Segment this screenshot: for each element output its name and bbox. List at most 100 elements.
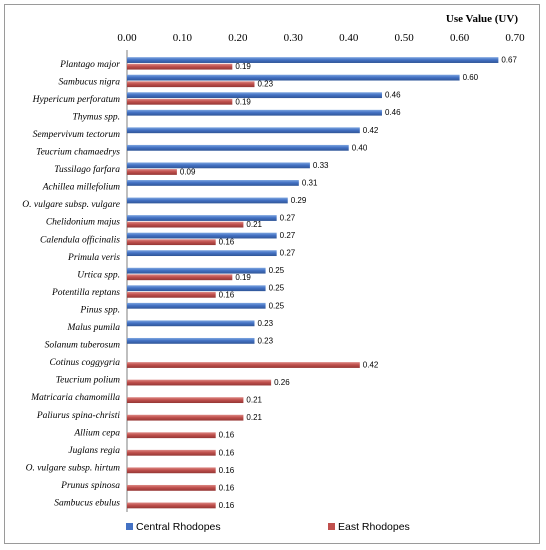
bar-east-rhodopes-chelidonium-majus (127, 221, 244, 228)
bar-east-rhodopes-sambucus-nigra (127, 81, 255, 88)
x-tick-label: 0.20 (228, 32, 248, 44)
category-label-achillea-millefolium: Achillea millefolium (42, 182, 120, 193)
bar-central-rhodopes-teucrium-chamaedrys (127, 144, 349, 151)
category-label-teucrium-chamaedrys: Teucrium chamaedrys (36, 148, 120, 158)
category-label-o-vulgare-subsp-hirtum: O. vulgare subsp. hirtum (26, 463, 121, 473)
category-label-prunus-spinosa: Prunus spinosa (60, 481, 120, 491)
bar-central-rhodopes-malus-pumila (127, 320, 255, 327)
data-label-central-rhodopes-chelidonium-majus: 0.27 (280, 214, 296, 223)
category-label-hypericum-perforatum: Hypericum perforatum (32, 94, 120, 105)
bar-east-rhodopes-prunus-spinosa (127, 484, 216, 491)
bar-central-rhodopes-potentilla-reptans (127, 285, 266, 292)
bar-east-rhodopes-sambucus-ebulus (127, 502, 216, 509)
bar-east-rhodopes-cotinus-coggygria (127, 362, 360, 368)
legend: Central Rhodopes East Rhodopes (126, 521, 410, 533)
data-label-east-rhodopes-cotinus-coggygria: 0.42 (363, 361, 379, 370)
data-label-central-rhodopes-sambucus-nigra: 0.60 (463, 73, 479, 82)
bar-central-rhodopes-o-vulgare-subsp-vulgare (127, 197, 288, 204)
bar-central-rhodopes-achillea-millefolium (127, 180, 299, 186)
category-label-allium-cepa: Allium cepa (73, 428, 120, 438)
bar-east-rhodopes-calendula-officinalis (127, 239, 216, 246)
data-label-central-rhodopes-plantago-major: 0.67 (501, 56, 517, 65)
data-label-east-rhodopes-tussilago-farfara: 0.09 (180, 167, 196, 176)
bar-east-rhodopes-matricaria-chamomilla (127, 397, 244, 404)
data-label-central-rhodopes-solanum-tuberosum: 0.23 (257, 336, 273, 345)
data-label-east-rhodopes-potentilla-reptans: 0.16 (219, 290, 235, 299)
category-labels: Plantago major Sambucus nigra Hypericum pe… (22, 60, 120, 509)
category-label-o-vulgare-subsp-vulgare: O. vulgare subsp. vulgare (22, 200, 120, 210)
category-label-paliurus-spina-christi: Paliurus spina-christi (36, 411, 120, 421)
data-label-central-rhodopes-achillea-millefolium: 0.31 (302, 178, 318, 187)
data-label-east-rhodopes-calendula-officinalis: 0.16 (219, 238, 235, 247)
bar-central-rhodopes-hypericum-perforatum (127, 92, 382, 99)
x-tick-label: 0.10 (173, 32, 193, 44)
category-label-solanum-tuberosum: Solanum tuberosum (45, 341, 121, 351)
data-label-central-rhodopes-sempervivum-tectorum: 0.42 (363, 126, 379, 135)
bar-east-rhodopes-hypericum-perforatum (127, 98, 233, 105)
data-label-central-rhodopes-primula-veris: 0.27 (280, 249, 296, 258)
data-label-east-rhodopes-sambucus-ebulus: 0.16 (219, 501, 235, 510)
bar-east-rhodopes-paliurus-spina-christi (127, 414, 244, 421)
legend-swatch-central-rhodopes (126, 523, 133, 530)
category-label-thymus-spp: Thymus spp. (72, 112, 120, 122)
bar-central-rhodopes-chelidonium-majus (127, 215, 277, 221)
bar-central-rhodopes-pinus-spp (127, 302, 266, 309)
data-label-east-rhodopes-o-vulgare-subsp-hirtum: 0.16 (219, 466, 235, 475)
data-label-east-rhodopes-sambucus-nigra: 0.23 (257, 80, 273, 89)
data-label-east-rhodopes-chelidonium-majus: 0.21 (246, 220, 262, 229)
category-label-pinus-spp: Pinus spp. (79, 305, 120, 315)
bar-central-rhodopes-calendula-officinalis (127, 232, 277, 239)
legend-swatch-east-rhodopes (328, 523, 335, 530)
bar-east-rhodopes-o-vulgare-subsp-hirtum (127, 467, 216, 474)
data-label-east-rhodopes-teucrium-polium: 0.26 (274, 378, 290, 387)
data-label-central-rhodopes-urtica-spp: 0.25 (269, 266, 285, 275)
category-label-sambucus-nigra: Sambucus nigra (59, 77, 121, 87)
x-tick-label: 0.50 (395, 32, 415, 44)
category-label-sambucus-ebulus: Sambucus ebulus (54, 499, 120, 509)
data-label-central-rhodopes-malus-pumila: 0.23 (257, 319, 273, 328)
data-label-east-rhodopes-hypericum-perforatum: 0.19 (235, 97, 251, 106)
category-label-plantago-major: Plantago major (59, 60, 120, 70)
category-label-sempervivum-tectorum: Sempervivum tectorum (33, 130, 120, 140)
bar-east-rhodopes-tussilago-farfara (127, 169, 177, 175)
bar-central-rhodopes-solanum-tuberosum (127, 337, 255, 344)
legend-label-east-rhodopes: East Rhodopes (338, 521, 410, 533)
x-axis-ticks: 0.00 0.10 0.20 0.30 0.40 0.50 0.60 0.70 (117, 32, 525, 44)
data-label-central-rhodopes-potentilla-reptans: 0.25 (269, 284, 285, 293)
bar-east-rhodopes-allium-cepa (127, 432, 216, 439)
data-label-east-rhodopes-plantago-major: 0.19 (235, 62, 251, 71)
data-label-central-rhodopes-pinus-spp: 0.25 (269, 301, 285, 310)
data-label-central-rhodopes-hypericum-perforatum: 0.46 (385, 91, 401, 100)
x-tick-label: 0.40 (339, 32, 359, 44)
data-label-central-rhodopes-tussilago-farfara: 0.33 (313, 161, 329, 170)
data-label-east-rhodopes-juglans-regia: 0.16 (219, 448, 235, 457)
bar-east-rhodopes-juglans-regia (127, 449, 216, 456)
bar-central-rhodopes-sambucus-nigra (127, 74, 460, 81)
category-label-calendula-officinalis: Calendula officinalis (40, 234, 120, 245)
x-tick-label: 0.30 (284, 32, 304, 44)
x-tick-label: 0.60 (450, 32, 470, 44)
bar-central-rhodopes-sempervivum-tectorum (127, 127, 360, 134)
category-label-chelidonium-majus: Chelidonium majus (46, 218, 120, 228)
category-label-juglans-regia: Juglans regia (68, 446, 120, 456)
data-label-east-rhodopes-allium-cepa: 0.16 (219, 431, 235, 440)
bar-east-rhodopes-urtica-spp (127, 274, 233, 281)
bar-east-rhodopes-teucrium-polium (127, 379, 272, 386)
x-tick-label: 0.00 (117, 32, 137, 44)
category-label-primula-veris: Primula veris (67, 253, 120, 263)
bar-central-rhodopes-primula-veris (127, 250, 277, 257)
data-label-central-rhodopes-calendula-officinalis: 0.27 (280, 231, 296, 240)
category-label-malus-pumila: Malus pumila (66, 323, 120, 333)
bar-central-rhodopes-tussilago-farfara (127, 162, 310, 169)
category-label-teucrium-polium: Teucrium polium (56, 376, 120, 386)
data-label-east-rhodopes-matricaria-chamomilla: 0.21 (246, 396, 262, 405)
bar-east-rhodopes-plantago-major (127, 63, 233, 70)
data-label-central-rhodopes-thymus-spp: 0.46 (385, 108, 401, 117)
category-label-matricaria-chamomilla: Matricaria chamomilla (30, 393, 120, 403)
bar-central-rhodopes-plantago-major (127, 57, 499, 63)
bar-central-rhodopes-urtica-spp (127, 267, 266, 274)
data-label-central-rhodopes-o-vulgare-subsp-vulgare: 0.29 (291, 196, 307, 205)
bar-east-rhodopes-potentilla-reptans (127, 291, 216, 298)
bars: 0.67 0.19 0.60 0.23 0.46 0.19 0.46 0.42 0.40 0.33… (127, 56, 517, 510)
